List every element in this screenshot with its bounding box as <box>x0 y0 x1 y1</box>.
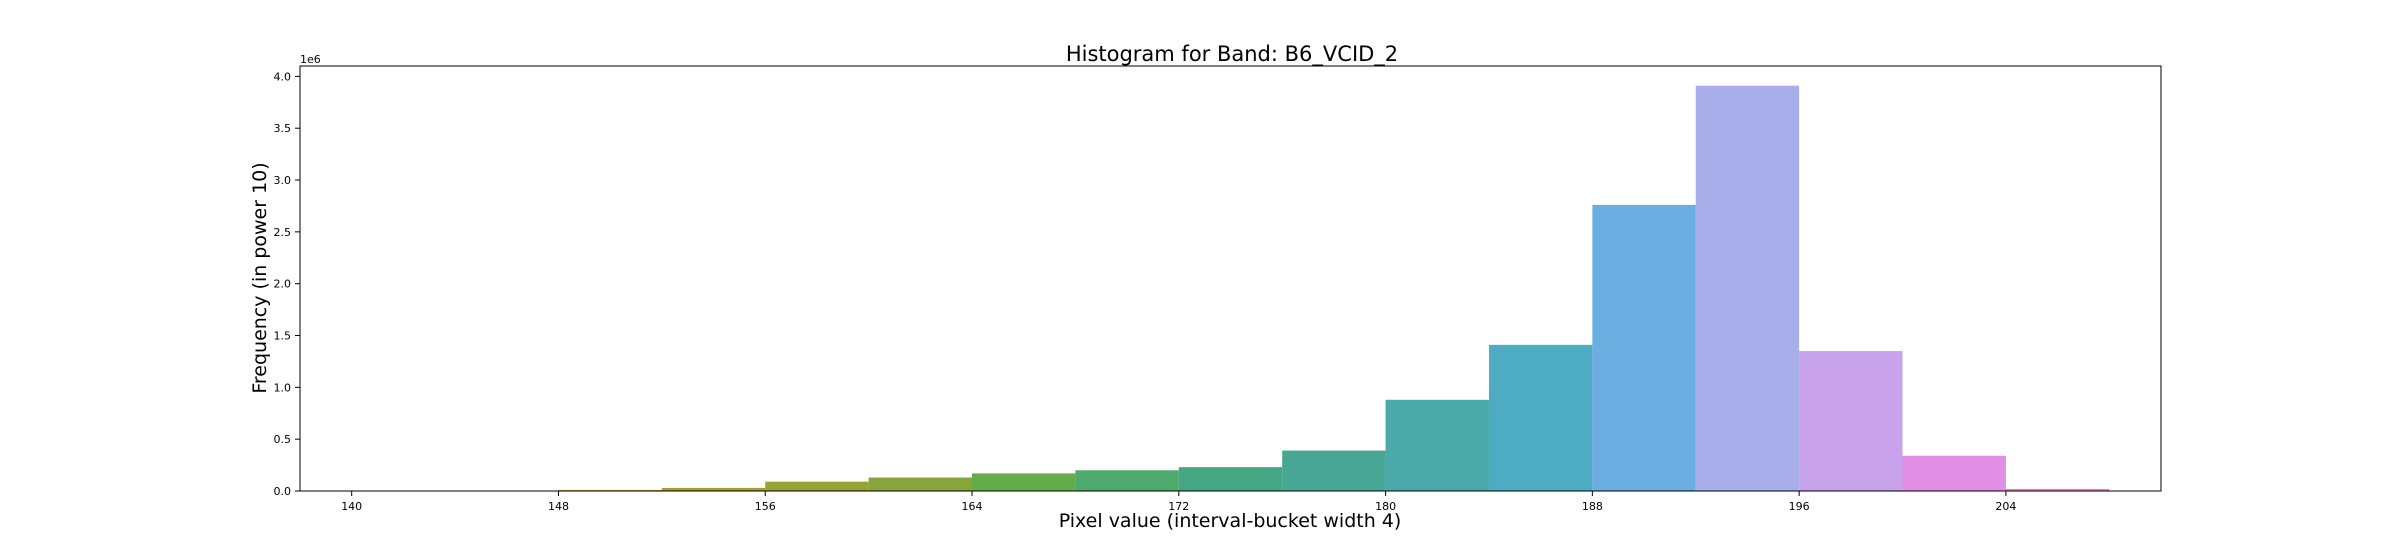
histogram-bar-204 <box>2005 488 2110 491</box>
y-axis-label: Frequency (in power 10) <box>249 162 271 393</box>
histogram-bar-148 <box>558 489 662 491</box>
histogram-bar-176 <box>1282 450 1386 491</box>
histogram-bar-184 <box>1488 344 1593 491</box>
histogram-bar-156 <box>765 481 869 491</box>
chart-title: Histogram for Band: B6_VCID_2 <box>1066 42 1398 67</box>
x-tick-label: 156 <box>755 500 776 513</box>
y-tick-label: 3.0 <box>274 174 292 187</box>
x-tick-label: 180 <box>1375 500 1396 513</box>
x-tick-label: 164 <box>962 500 983 513</box>
x-tick-label: 196 <box>1789 500 1810 513</box>
y-tick-label: 1.5 <box>274 330 292 343</box>
histogram-bar-164 <box>972 473 1076 491</box>
bars-group <box>455 85 2110 491</box>
histogram-bar-192 <box>1695 85 1800 491</box>
histogram-bar-152 <box>661 487 766 491</box>
y-tick-label: 2.0 <box>274 278 292 291</box>
x-tick-label: 140 <box>341 500 362 513</box>
y-tick-label: 4.0 <box>274 70 292 83</box>
x-axis-label: Pixel value (interval-bucket width 4) <box>1059 510 1402 532</box>
histogram-bar-168 <box>1075 470 1179 491</box>
y-axis-ticks: 0.0 0.5 1.0 1.5 2.0 2.5 3.0 3.5 4.0 <box>274 70 300 498</box>
y-tick-label: 1.0 <box>274 381 292 394</box>
plot-frame <box>299 65 2162 492</box>
x-tick-label: 172 <box>1168 500 1189 513</box>
x-axis-ticks: 140 148 156 164 172 180 188 196 204 <box>341 491 2016 513</box>
histogram-bar-172 <box>1178 467 1283 491</box>
histogram-bar-160 <box>868 477 973 491</box>
x-tick-label: 204 <box>1995 500 2016 513</box>
histogram-bar-200 <box>1902 455 2006 491</box>
y-tick-label: 0.5 <box>274 433 292 446</box>
histogram-bar-188 <box>1592 204 1696 491</box>
y-tick-label: 0.0 <box>274 485 292 498</box>
x-tick-label: 148 <box>548 500 569 513</box>
y-tick-label: 2.5 <box>274 226 292 239</box>
y-offset-label: 1e6 <box>300 53 321 66</box>
y-tick-label: 3.5 <box>274 122 292 135</box>
x-tick-label: 188 <box>1582 500 1603 513</box>
histogram-bar-180 <box>1385 399 1489 491</box>
histogram-bar-196 <box>1799 351 1903 491</box>
